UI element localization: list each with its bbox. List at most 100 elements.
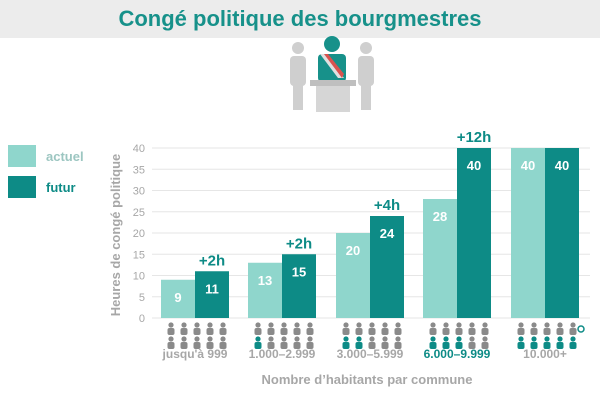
increase-label: +12h: [457, 129, 492, 146]
person-icon-body: [368, 342, 376, 349]
page-title: Congé politique des bourgmestres: [118, 6, 482, 31]
person-icon-body: [306, 328, 314, 335]
person-icon-head: [557, 322, 563, 328]
bar-futur: [370, 216, 404, 318]
person-icon-head: [255, 336, 261, 342]
person-icon-head: [168, 322, 174, 328]
person-icon-head: [469, 322, 475, 328]
data-label-actuel: 9: [174, 290, 181, 305]
person-icon-head: [294, 336, 300, 342]
data-label-futur: 40: [467, 158, 481, 173]
mayor-head: [324, 36, 340, 52]
person-icon-head: [443, 336, 449, 342]
person-icon-body: [193, 342, 201, 349]
person-icon-head: [544, 336, 550, 342]
person-icon-head: [307, 336, 313, 342]
person-icon-body: [455, 328, 463, 335]
person-icon-body: [569, 342, 577, 349]
person-icon-head: [557, 336, 563, 342]
person-icon-body: [394, 328, 402, 335]
person-icon-body: [342, 342, 350, 349]
person-icon-body: [180, 342, 188, 349]
person-icon-body: [193, 328, 201, 335]
person-icon-body: [429, 342, 437, 349]
x-category-label: 6.000–9.999: [424, 347, 491, 361]
data-label-futur: 15: [292, 264, 306, 279]
y-tick-label: 0: [139, 313, 145, 325]
person-icon-head: [395, 336, 401, 342]
person-icon-body: [569, 328, 577, 335]
y-tick-label: 25: [133, 207, 145, 219]
person-icon-body: [180, 328, 188, 335]
increase-label: +2h: [286, 235, 312, 252]
person-icon-head: [518, 336, 524, 342]
title-band: [0, 0, 600, 38]
person-icon-head: [369, 336, 375, 342]
legend-item-actuel: actuel: [8, 145, 84, 167]
podium-stand: [316, 86, 350, 112]
person-icon-body: [254, 342, 262, 349]
legend-label-futur: futur: [46, 179, 76, 195]
person-icon-body: [543, 342, 551, 349]
person-icon-head: [294, 322, 300, 328]
person-icon-body: [167, 328, 175, 335]
person-icon-body: [306, 342, 314, 349]
bar-actuel: [511, 148, 545, 318]
person-icon-head: [194, 322, 200, 328]
person-icon-body: [442, 328, 450, 335]
person-icon-head: [343, 336, 349, 342]
person-icon-body: [368, 328, 376, 335]
data-label-actuel: 20: [346, 243, 360, 258]
x-axis-label: Nombre d’habitants par commune: [262, 372, 473, 387]
person-icon-head: [469, 336, 475, 342]
y-tick-label: 40: [133, 143, 145, 155]
person-icon-body: [254, 328, 262, 335]
person-icon-head: [456, 336, 462, 342]
person-icon-body: [355, 328, 363, 335]
person-icon-body: [481, 328, 489, 335]
person-icon-body: [543, 328, 551, 335]
bar-futur: [457, 148, 491, 318]
person-icon-head: [220, 322, 226, 328]
person-icon-head: [531, 336, 537, 342]
mayor-at-podium-icon: [290, 36, 374, 112]
person-icon-body: [429, 328, 437, 335]
legend-label-actuel: actuel: [46, 148, 84, 164]
person-icon-body: [481, 342, 489, 349]
person-icon-body: [530, 328, 538, 335]
bar-actuel: [248, 262, 282, 318]
person-icon-body: [293, 328, 301, 335]
person-icon-head: [181, 336, 187, 342]
person-icon-head: [281, 336, 287, 342]
person-icon-head: [518, 322, 524, 328]
person-icon-head: [531, 322, 537, 328]
person-icon-body: [219, 342, 227, 349]
x-category-label: 3.000–5.999: [337, 347, 404, 361]
person-left-head: [292, 42, 304, 54]
podium-top: [310, 80, 356, 86]
person-icon-body: [556, 328, 564, 335]
person-icon-body: [342, 328, 350, 335]
person-icon-body: [394, 342, 402, 349]
person-icon-body: [468, 342, 476, 349]
person-right-legs: [361, 84, 371, 110]
person-icon-head: [430, 322, 436, 328]
person-icon-head: [207, 336, 213, 342]
bar-actuel: [161, 279, 195, 318]
person-icon-head: [430, 336, 436, 342]
bar-actuel: [423, 199, 457, 318]
person-icon-head: [482, 322, 488, 328]
person-right-head: [360, 42, 372, 54]
person-icon-body: [206, 328, 214, 335]
person-icon-body: [530, 342, 538, 349]
legend-swatch-futur: [8, 176, 36, 198]
x-category-label: 10.000+: [523, 347, 567, 361]
person-icon-head: [544, 322, 550, 328]
person-icon-body: [517, 342, 525, 349]
person-icon-head: [395, 322, 401, 328]
person-icon-head: [281, 322, 287, 328]
x-category-label: 1.000–2.999: [249, 347, 316, 361]
y-tick-label: 35: [133, 164, 145, 176]
y-tick-label: 30: [133, 186, 145, 198]
person-icon-body: [280, 328, 288, 335]
